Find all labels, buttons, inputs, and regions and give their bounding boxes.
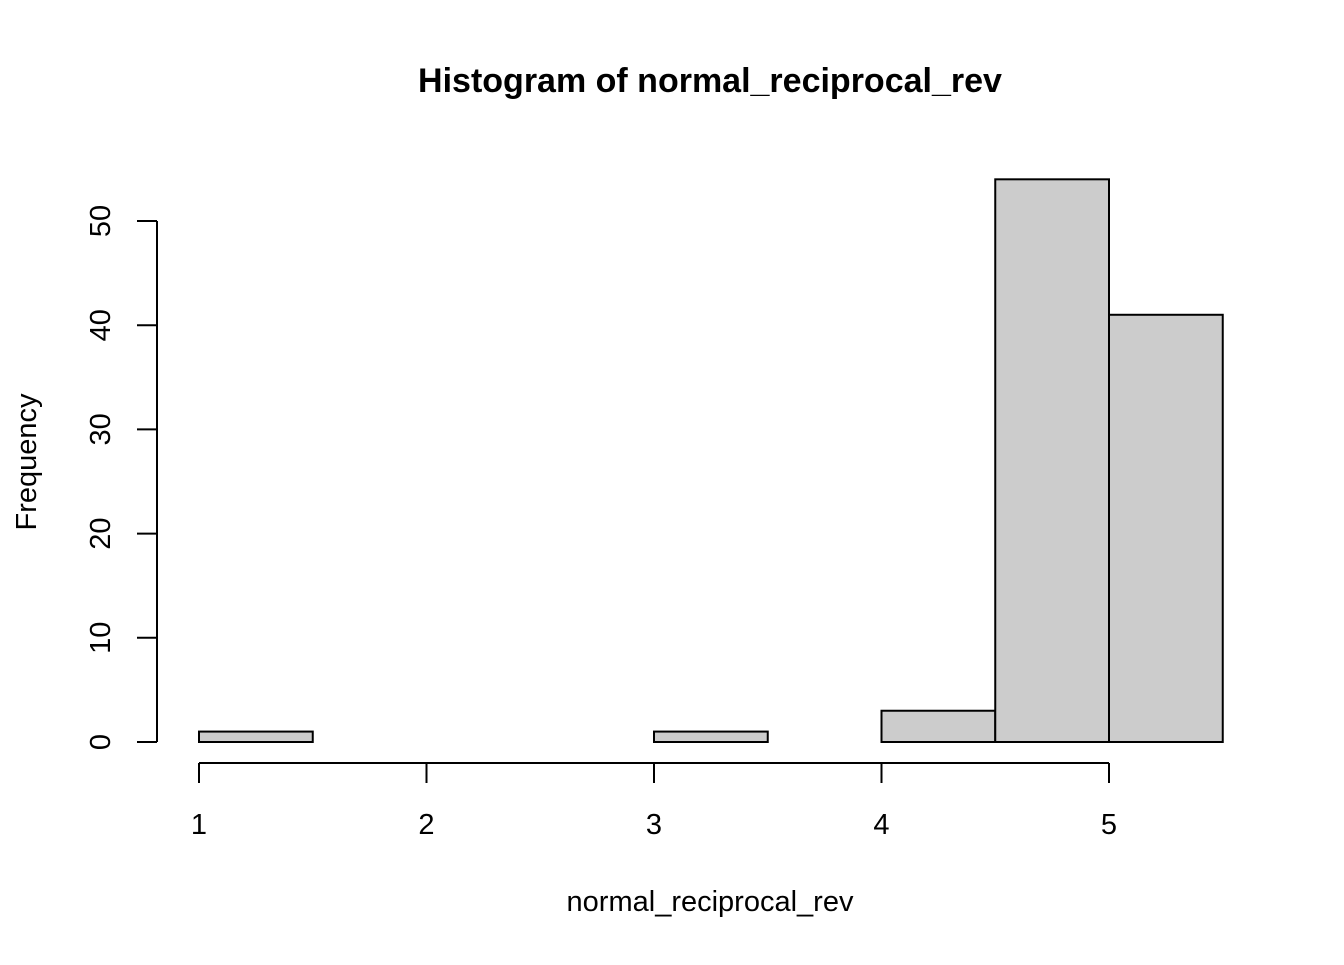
y-axis: 0 10 20 30 40 50 bbox=[85, 205, 158, 750]
y-axis-label: Frequency bbox=[11, 393, 43, 531]
chart-title: Histogram of normal_reciprocal_rev bbox=[418, 62, 1002, 100]
histogram-bar bbox=[198, 730, 314, 744]
histogram-bar bbox=[994, 178, 1110, 743]
bars-layer bbox=[198, 178, 1224, 744]
y-tick-label: 50 bbox=[85, 205, 117, 237]
x-axis-label: normal_reciprocal_rev bbox=[567, 886, 854, 918]
x-tick-label: 3 bbox=[646, 809, 662, 841]
histogram-bar bbox=[1108, 313, 1224, 743]
y-tick-label: 10 bbox=[85, 622, 117, 654]
y-tick-label: 30 bbox=[85, 413, 117, 445]
x-axis: 1 2 3 4 5 bbox=[191, 762, 1117, 841]
x-tick-label: 1 bbox=[191, 809, 207, 841]
y-tick-label: 0 bbox=[85, 734, 117, 750]
histogram-bar bbox=[653, 730, 769, 744]
y-tick-label: 20 bbox=[85, 517, 117, 549]
x-tick-label: 5 bbox=[1101, 809, 1117, 841]
x-tick-label: 4 bbox=[873, 809, 889, 841]
x-tick-label: 2 bbox=[418, 809, 434, 841]
y-tick-label: 40 bbox=[85, 309, 117, 341]
histogram-bar bbox=[880, 709, 997, 743]
